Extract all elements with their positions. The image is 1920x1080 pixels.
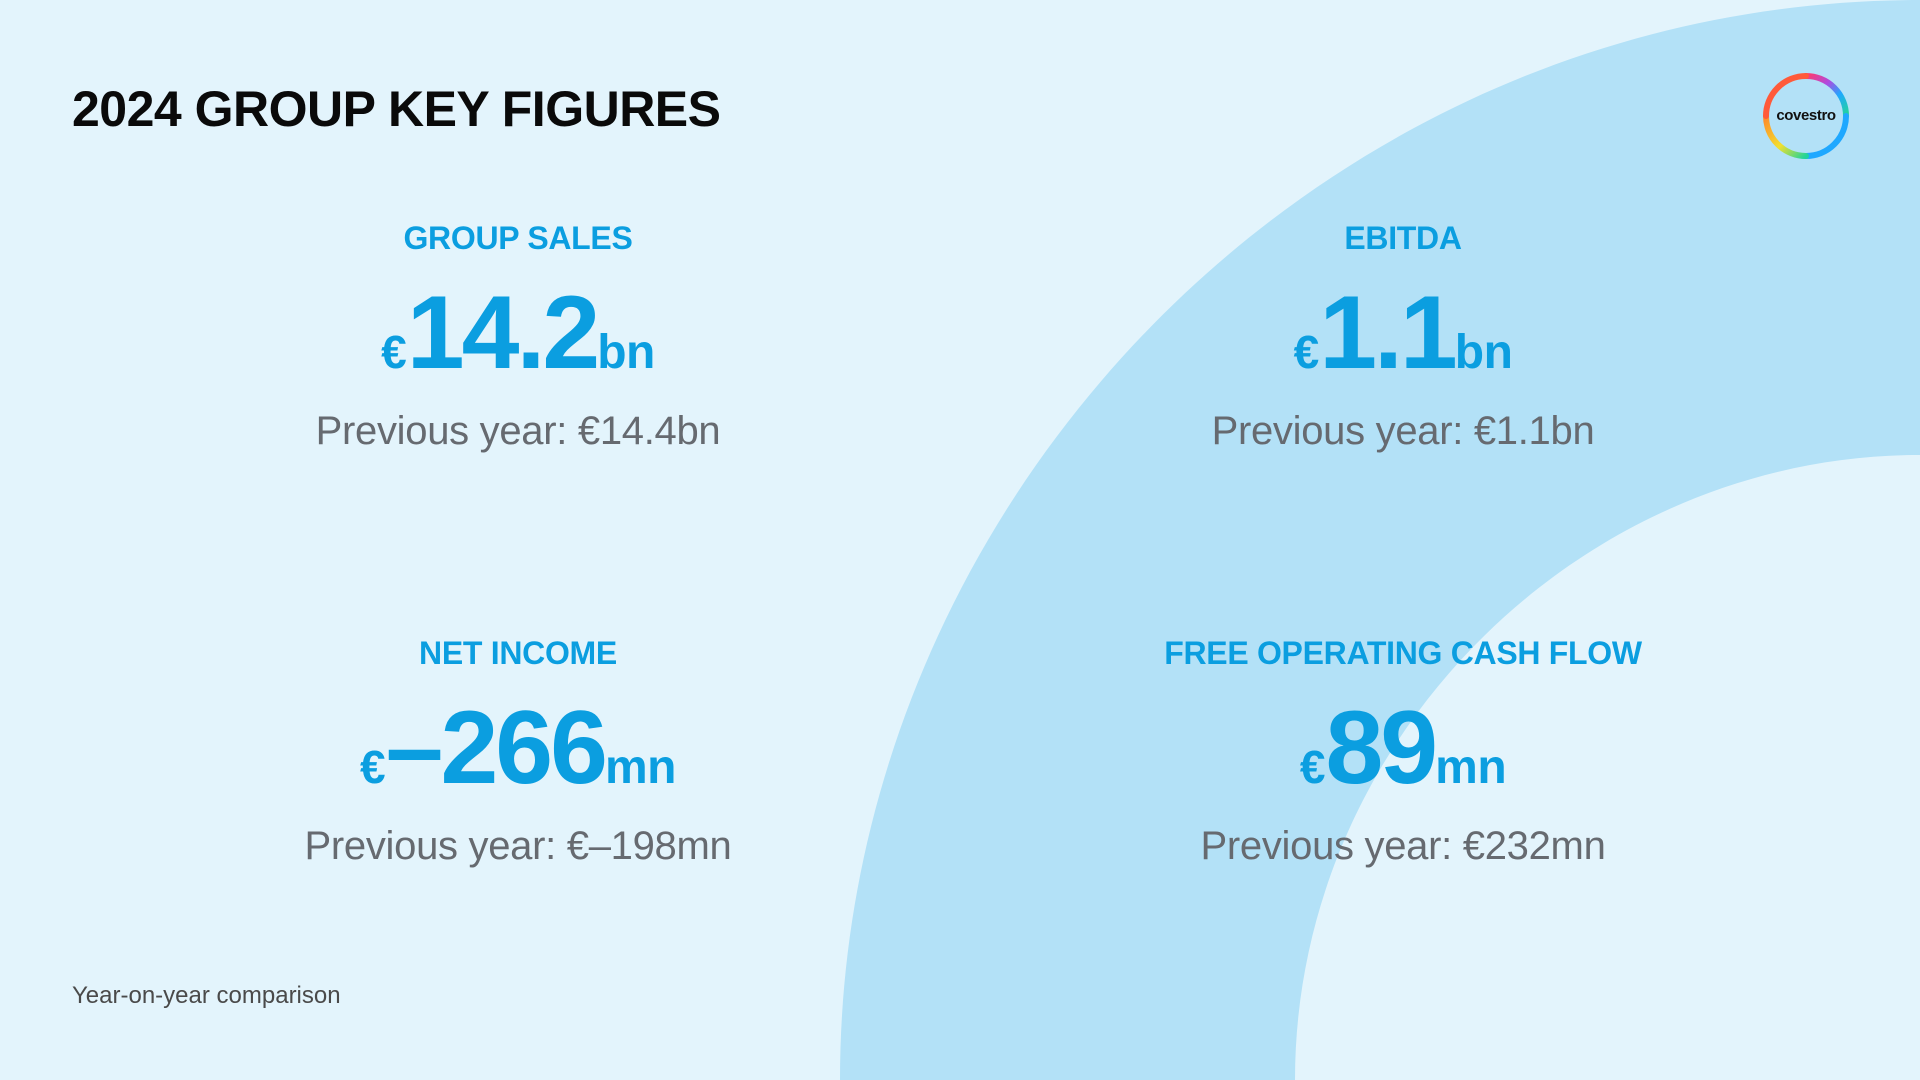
kpi-group-sales: GROUP SALES €14.2bn Previous year: €14.4… <box>168 218 868 456</box>
kpi-currency: € <box>1299 741 1326 793</box>
kpi-currency: € <box>360 741 386 793</box>
kpi-value: €–266mn <box>168 693 868 803</box>
kpi-number: 89 <box>1325 690 1438 806</box>
kpi-label: FREE OPERATING CASH FLOW <box>1164 635 1642 671</box>
kpi-value: €14.2bn <box>168 278 868 388</box>
kpi-ebitda: EBITDA €1.1bn Previous year: €1.1bn <box>1053 218 1753 456</box>
covestro-logo: covestro <box>1760 70 1852 162</box>
kpi-number: 14.2 <box>406 275 600 391</box>
kpi-currency: € <box>1293 326 1320 378</box>
kpi-previous-year: Previous year: €1.1bn <box>1211 409 1595 453</box>
page-title: 2024 GROUP KEY FIGURES <box>72 81 721 137</box>
kpi-label: NET INCOME <box>419 635 617 671</box>
kpi-label: EBITDA <box>1344 220 1462 256</box>
kpi-free-operating-cash-flow: FREE OPERATING CASH FLOW €89mn Previous … <box>1053 633 1753 871</box>
kpi-previous-year: Previous year: €232mn <box>1200 824 1606 868</box>
kpi-unit: mn <box>1435 741 1507 794</box>
kpi-label: GROUP SALES <box>403 220 633 256</box>
kpi-net-income: NET INCOME €–266mn Previous year: €–198m… <box>168 633 868 871</box>
kpi-unit: bn <box>597 326 655 379</box>
kpi-unit: mn <box>604 741 677 794</box>
kpi-number: 1.1 <box>1319 275 1458 391</box>
logo-ring-icon <box>1763 73 1849 159</box>
kpi-currency: € <box>381 326 407 378</box>
logo-wordmark: covestro <box>1776 107 1836 124</box>
footnote: Year-on-year comparison <box>72 982 341 1009</box>
kpi-value: €1.1bn <box>1053 278 1753 388</box>
kpi-number: –266 <box>385 690 608 806</box>
kpi-value: €89mn <box>1053 693 1753 803</box>
kpi-previous-year: Previous year: €–198mn <box>304 824 732 868</box>
kpi-unit: bn <box>1454 326 1513 379</box>
kpi-previous-year: Previous year: €14.4bn <box>315 409 721 453</box>
